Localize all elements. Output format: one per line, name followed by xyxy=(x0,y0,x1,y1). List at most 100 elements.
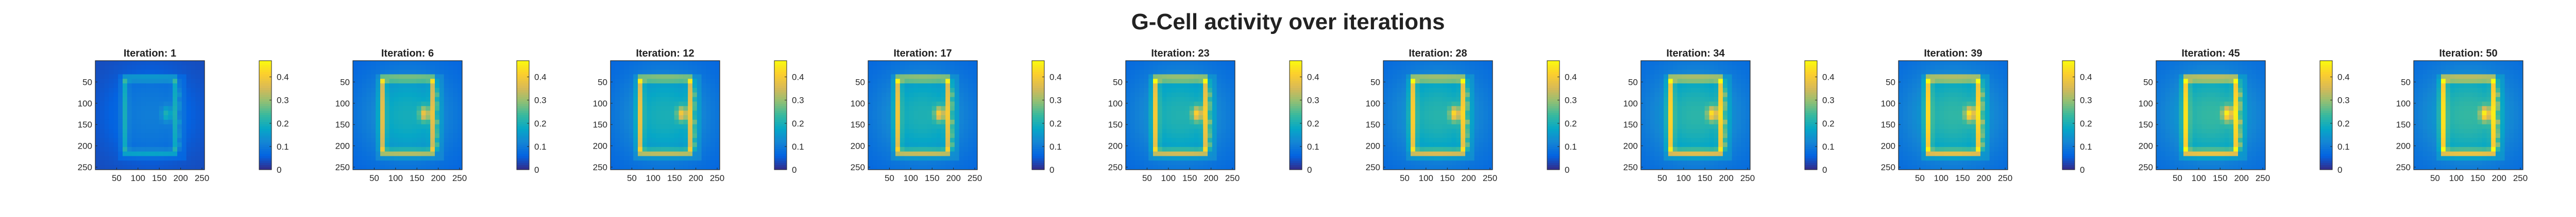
heatmap-cell xyxy=(127,147,132,152)
heatmap-cell xyxy=(904,115,909,120)
colorbar-segment xyxy=(1547,165,1560,168)
heatmap-cell xyxy=(191,106,196,111)
heatmap-cell xyxy=(131,74,137,79)
heatmap-cell xyxy=(651,147,656,152)
heatmap-cell xyxy=(453,160,458,166)
heatmap-cell xyxy=(1980,124,1986,129)
heatmap-cell xyxy=(163,156,168,161)
colorbar-segment xyxy=(259,99,272,102)
heatmap-cell xyxy=(1483,119,1488,125)
heatmap-cell xyxy=(1714,111,1719,116)
heatmap-cell xyxy=(954,133,960,138)
colorbar-segment xyxy=(1290,63,1302,66)
heatmap-cell xyxy=(973,69,978,75)
heatmap-cell xyxy=(444,97,449,102)
heatmap-cell xyxy=(389,88,394,93)
heatmap-cell xyxy=(900,83,905,88)
heatmap-cell xyxy=(1948,97,1954,102)
heatmap-cell xyxy=(1397,97,1402,102)
heatmap-cell xyxy=(99,92,105,98)
colorbar-segment xyxy=(1290,113,1302,116)
heatmap-cell xyxy=(927,165,933,170)
heatmap-cell xyxy=(394,151,399,156)
heatmap-cell xyxy=(923,74,928,79)
heatmap-cell xyxy=(1469,92,1475,98)
heatmap-cell xyxy=(665,138,670,143)
heatmap-cell xyxy=(1438,79,1443,84)
heatmap-cell xyxy=(927,79,933,84)
heatmap-cell xyxy=(408,101,413,106)
heatmap-cell xyxy=(701,142,706,148)
heatmap-cell xyxy=(909,88,914,93)
heatmap-cell xyxy=(611,133,616,138)
heatmap-cell xyxy=(1650,124,1655,129)
heatmap-cell xyxy=(200,83,205,88)
colorbar-segment xyxy=(1805,142,1817,145)
heatmap-cell xyxy=(457,160,463,166)
heatmap-cell xyxy=(1176,160,1181,166)
heatmap-cell xyxy=(163,119,168,125)
heatmap-cell xyxy=(1221,147,1226,152)
heatmap-cell xyxy=(895,133,901,138)
heatmap-cell xyxy=(104,156,109,161)
heatmap-cell xyxy=(891,138,896,143)
y-tick-label: 200 xyxy=(851,141,865,151)
heatmap-cell xyxy=(1157,147,1163,152)
heatmap-cell xyxy=(615,83,620,88)
heatmap-cell xyxy=(376,151,381,156)
heatmap-cell xyxy=(1479,65,1484,70)
heatmap-cell xyxy=(1971,106,1976,111)
heatmap-cell xyxy=(1696,151,1701,156)
heatmap-cell xyxy=(1483,160,1488,166)
heatmap-cell xyxy=(1971,79,1976,84)
heatmap-cell xyxy=(701,65,706,70)
heatmap-cell xyxy=(113,160,118,166)
heatmap-cell xyxy=(1723,92,1728,98)
heatmap-cell xyxy=(150,69,155,75)
heatmap-cell xyxy=(1935,65,1940,70)
heatmap-cell xyxy=(1921,61,1926,66)
heatmap-cell xyxy=(931,74,937,79)
heatmap-cell xyxy=(669,79,675,84)
heatmap-cell xyxy=(1189,156,1194,161)
heatmap-cell xyxy=(1130,124,1136,129)
heatmap-cell xyxy=(1126,129,1131,134)
heatmap-cell xyxy=(1194,138,1199,143)
colorbar-segment xyxy=(517,83,529,86)
colorbar-segment xyxy=(517,69,529,73)
heatmap-cell xyxy=(900,65,905,70)
heatmap-cell xyxy=(398,165,403,170)
colorbar-segment xyxy=(1547,124,1560,127)
heatmap-cell xyxy=(1226,142,1231,148)
heatmap-cell xyxy=(1134,124,1140,129)
heatmap-cell xyxy=(177,133,182,138)
heatmap-cell xyxy=(701,69,706,75)
heatmap-cell xyxy=(371,88,376,93)
heatmap-cell xyxy=(145,142,150,148)
heatmap-cell xyxy=(891,65,896,70)
heatmap-cell xyxy=(624,111,629,116)
heatmap-cell xyxy=(669,124,675,129)
heatmap-cell xyxy=(1659,92,1664,98)
heatmap-cell xyxy=(1483,129,1488,134)
colorbar-tick-label: 0.1 xyxy=(1822,142,1835,152)
heatmap-cell xyxy=(430,151,435,156)
heatmap-cell xyxy=(403,165,408,170)
heatmap-cell xyxy=(1691,142,1696,148)
heatmap-cell xyxy=(963,61,969,66)
heatmap-cell xyxy=(453,65,458,70)
heatmap-cell xyxy=(191,142,196,148)
heatmap-cell xyxy=(1971,88,1976,93)
heatmap-cell xyxy=(457,101,463,106)
colorbar-segment xyxy=(774,160,787,164)
heatmap-cell xyxy=(715,142,720,148)
heatmap-cell xyxy=(1907,65,1912,70)
heatmap-cell xyxy=(1198,124,1204,129)
heatmap-cell xyxy=(1447,74,1452,79)
heatmap-cell xyxy=(1469,156,1475,161)
heatmap-cell xyxy=(141,61,146,66)
heatmap-cell xyxy=(1139,92,1144,98)
heatmap-cell xyxy=(1184,101,1190,106)
heatmap-cell xyxy=(1704,83,1709,88)
heatmap-cell xyxy=(357,151,363,156)
